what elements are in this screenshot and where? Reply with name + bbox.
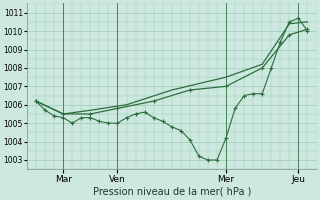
X-axis label: Pression niveau de la mer( hPa ): Pression niveau de la mer( hPa ) [92, 187, 251, 197]
